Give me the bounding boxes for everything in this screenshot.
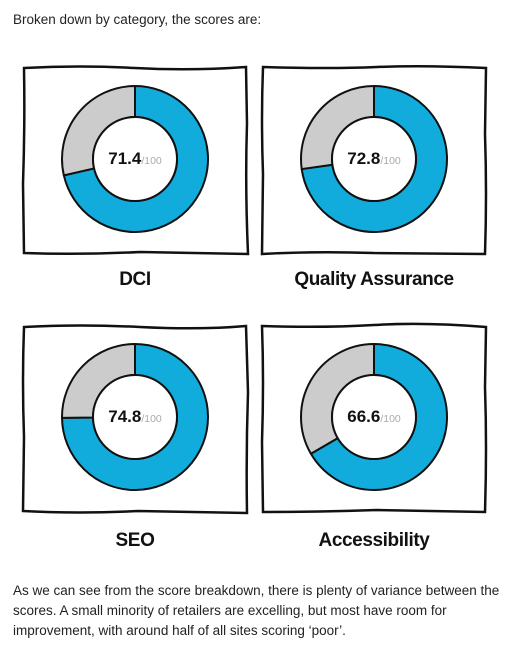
donut-svg [260,322,488,514]
donut [300,343,448,491]
donut [61,85,209,233]
category-label: Quality Assurance [294,269,454,290]
donut-hole [331,374,417,460]
category-label: Accessibility [318,530,430,551]
outro-text: As we can see from the score breakdown, … [13,583,500,638]
donut-chart-seo: 74.8/100 SEO [20,322,250,551]
donut [300,85,448,233]
donut [61,343,209,491]
category-label: SEO [115,530,155,551]
donut-svg [21,324,250,515]
donut-hole [92,116,178,202]
donut-hole [331,116,417,202]
donut-hole [92,374,178,460]
donut-chart-quality-assurance: 72.8/100 Quality Assurance [259,64,489,290]
category-label: DCI [119,269,151,290]
donut-svg [260,64,488,256]
donut-chart-accessibility: 66.6/100 Accessibility [259,322,489,551]
donut-chart-dci: 71.4/100 DCI [20,64,250,290]
intro-text: Broken down by category, the scores are: [13,12,262,27]
donut-svg [21,65,250,256]
